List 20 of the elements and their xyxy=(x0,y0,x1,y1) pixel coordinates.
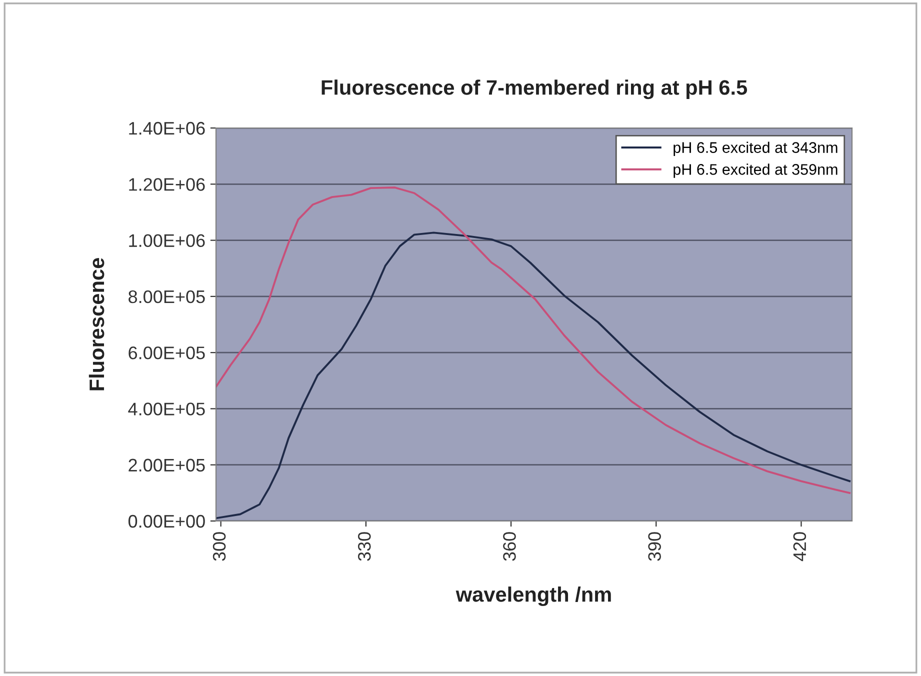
x-tick-label: 420 xyxy=(793,532,806,562)
x-tick-label: 300 xyxy=(212,532,226,561)
line-series xyxy=(216,186,851,494)
y-tick-label: 6.00E+05 xyxy=(128,346,205,360)
y-tick-label: 0.00E+00 xyxy=(128,514,205,528)
x-tick-label: 360 xyxy=(503,532,516,561)
x-axis-title: wavelength /nm xyxy=(456,586,611,606)
y-tick-label: 4.00E+05 xyxy=(128,402,205,416)
legend-label: pH 6.5 excited at 343nm xyxy=(674,142,838,156)
y-tick-label: 2.00E+05 xyxy=(128,458,205,472)
y-tick-label: 1.40E+06 xyxy=(129,122,205,135)
y-tick-label: 1.00E+06 xyxy=(129,234,205,248)
line-series xyxy=(216,232,851,520)
legend-label: pH 6.5 excited at 359nm xyxy=(674,164,838,178)
y-tick-label: 1.20E+06 xyxy=(129,178,205,191)
y-tick-label: 8.00E+05 xyxy=(128,290,205,304)
x-tick-label: 390 xyxy=(648,532,661,561)
y-axis-title: Fluorescence xyxy=(88,258,104,390)
x-tick-label: 330 xyxy=(358,532,371,561)
chart-title: Fluorescence of 7-membered ring at pH 6.5 xyxy=(322,80,748,100)
